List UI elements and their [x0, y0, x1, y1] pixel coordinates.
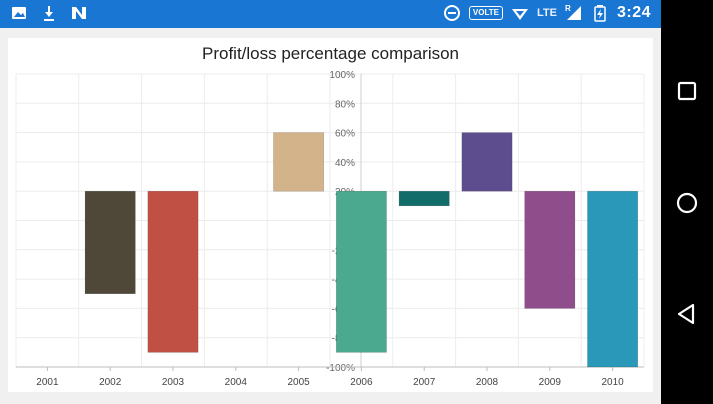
image-icon	[12, 7, 26, 19]
y-tick-label: 80%	[335, 99, 355, 110]
download-icon	[44, 6, 54, 21]
back-triangle-icon[interactable]	[672, 299, 702, 329]
x-tick-label: 2009	[539, 377, 562, 388]
app-content: Profit/loss percentage comparison -100%-…	[0, 28, 661, 404]
roaming-label: R	[564, 4, 571, 13]
bar-2002[interactable]	[84, 190, 136, 294]
x-tick-label: 2007	[413, 377, 436, 388]
x-tick-label: 2002	[99, 377, 122, 388]
bar-2009[interactable]	[524, 190, 576, 309]
navigation-bar	[661, 0, 713, 404]
y-tick-label: 40%	[335, 158, 355, 169]
data-saver-icon	[443, 5, 460, 21]
network-type-label: LTE	[537, 7, 557, 19]
volte-badge: VOLTE	[468, 6, 503, 20]
x-tick-label: 2001	[36, 377, 59, 388]
x-tick-label: 2010	[601, 377, 624, 388]
bar-2008[interactable]	[461, 132, 513, 192]
x-tick-label: 2006	[350, 377, 373, 388]
chart-title: Profit/loss percentage comparison	[201, 44, 460, 63]
x-tick-label: 2003	[162, 377, 185, 388]
wifi-icon	[512, 9, 528, 20]
bar-2003[interactable]	[147, 190, 199, 353]
chart-card: Profit/loss percentage comparison -100%-…	[8, 38, 653, 392]
bar-2007[interactable]	[398, 190, 450, 207]
signal-icon	[566, 6, 581, 20]
y-tick-label: 100%	[329, 70, 355, 81]
signal-group: R	[565, 4, 583, 22]
bar-2010[interactable]	[587, 190, 638, 368]
bar-2005[interactable]	[273, 132, 324, 192]
status-bar: VOLTE LTE R 3:24	[0, 0, 661, 28]
chart-svg: -100%-80%-60%-40%-20%0%20%40%60%80%100%2…	[15, 70, 645, 388]
bar-2006[interactable]	[336, 190, 387, 353]
y-tick-label: -100%	[326, 363, 355, 374]
x-tick-label: 2008	[476, 377, 499, 388]
clock-time: 3:24	[616, 4, 651, 21]
recents-square-icon[interactable]	[672, 76, 702, 106]
x-tick-label: 2004	[225, 377, 248, 388]
n-app-icon	[72, 7, 86, 19]
x-tick-label: 2005	[287, 377, 310, 388]
home-circle-icon[interactable]	[672, 188, 702, 218]
y-tick-label: 60%	[335, 129, 355, 140]
battery-icon	[594, 5, 606, 22]
